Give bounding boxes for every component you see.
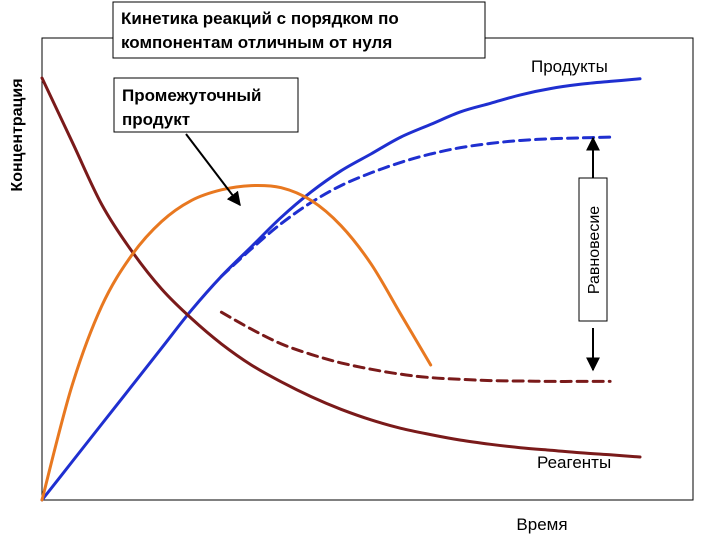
intermediate-label-line-1: Промежуточный — [122, 86, 261, 105]
title-box — [112, 1, 486, 59]
equilibrium-label-box — [578, 177, 608, 322]
intermediate-label-box — [113, 77, 299, 133]
reagents-label: Реагенты — [537, 453, 611, 472]
series-line-2 — [40, 76, 642, 459]
products-label: Продукты — [531, 57, 608, 76]
y-axis-label: Концентрация — [9, 78, 26, 191]
intermediate-pointer-arrow — [185, 133, 241, 207]
x-axis-label: Время — [516, 515, 567, 534]
chart-title-line-1: Кинетика реакций с порядком по — [121, 9, 399, 28]
series-line-3 — [219, 310, 612, 383]
intermediate-label-line-2: продукт — [122, 110, 190, 129]
series-layer — [40, 76, 642, 502]
series-line-0 — [40, 77, 642, 502]
chart-title-line-2: компонентам отличным от нуля — [121, 33, 392, 52]
equilibrium-label: Равновесие — [586, 206, 603, 294]
series-line-4 — [40, 183, 433, 502]
series-line-1 — [219, 135, 612, 278]
